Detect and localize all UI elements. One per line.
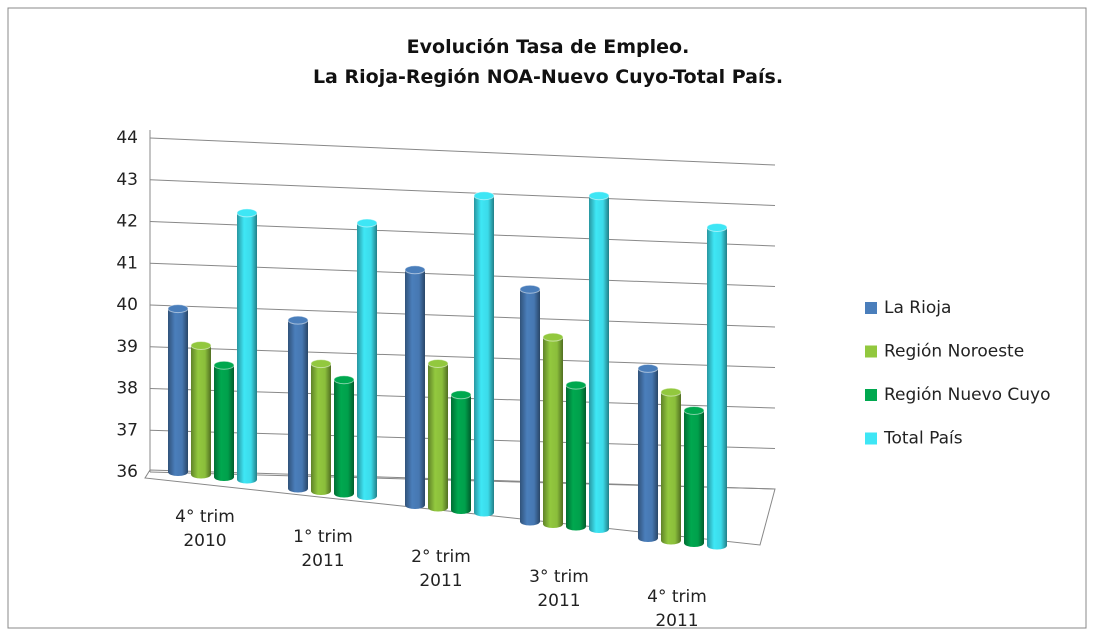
x-tick-label: 4° trim 2011: [647, 587, 707, 631]
y-tick-label: 37: [116, 420, 138, 440]
legend-label: La Rioja: [884, 298, 951, 318]
legend-label: Región Noroeste: [884, 342, 1024, 362]
y-tick-label: 39: [116, 337, 138, 357]
chart-subtitle: La Rioja-Región NOA-Nuevo Cuyo-Total Paí…: [312, 66, 784, 88]
bar-top: [588, 191, 610, 201]
bar-top: [287, 315, 309, 325]
bar-top: [356, 218, 378, 228]
chart-title: Evolución Tasa de Empleo.: [406, 36, 690, 58]
x-tick-label: 4° trim 2010: [175, 507, 235, 551]
bar-shade: [543, 337, 563, 528]
bar-top: [450, 390, 472, 400]
bar-top: [473, 191, 495, 201]
grid-line: [149, 137, 776, 166]
bar-shade: [168, 308, 188, 476]
bar-shade: [191, 345, 211, 479]
bar-shade: [311, 363, 331, 495]
y-tick-label: 36: [116, 462, 138, 482]
bar-shade: [707, 227, 727, 550]
bar-shade: [357, 223, 377, 500]
bar-top: [519, 284, 541, 294]
bar-shade: [520, 289, 540, 526]
bar-top: [637, 363, 659, 373]
y-tick-label: 40: [116, 295, 138, 315]
legend-swatch: [865, 345, 877, 358]
y-tick-label: 42: [116, 212, 138, 232]
bar-shade: [474, 195, 494, 517]
legend-label: Región Nuevo Cuyo: [884, 385, 1051, 405]
bar-top: [427, 359, 449, 368]
bar-shade: [428, 363, 448, 512]
y-tick-label: 38: [116, 379, 138, 399]
legend-label: Total País: [883, 429, 963, 449]
bar-shade: [684, 410, 704, 547]
bar-shade: [589, 195, 609, 533]
legend-swatch: [865, 432, 877, 445]
bar-top: [542, 332, 564, 342]
x-tick-label: 1° trim 2011: [293, 527, 353, 571]
bar-shade: [237, 212, 257, 484]
grid-line: [149, 179, 776, 206]
bar-top: [213, 360, 235, 370]
bar-shade: [638, 368, 658, 542]
y-tick-label: 41: [116, 253, 138, 273]
legend-swatch: [865, 389, 877, 401]
bar-top: [683, 406, 705, 415]
bar-top: [333, 375, 355, 385]
bar-top: [167, 304, 189, 314]
bar-top: [190, 341, 212, 350]
bar-shade: [214, 365, 234, 481]
bar-top: [310, 359, 332, 369]
bar-top: [565, 380, 587, 390]
bar-top: [236, 208, 258, 218]
legend-swatch: [865, 302, 877, 314]
bar-shade: [288, 320, 308, 493]
bar-top: [660, 387, 682, 397]
x-tick-label: 3° trim 2011: [529, 567, 589, 611]
bar-shade: [566, 385, 586, 531]
y-tick-label: 43: [116, 170, 138, 190]
bar-shade: [661, 392, 681, 545]
bar-shade: [451, 394, 471, 514]
bar-top: [404, 265, 426, 275]
bar-shade: [405, 269, 425, 509]
x-tick-label: 2° trim 2011: [411, 547, 471, 591]
bar-shade: [334, 379, 354, 498]
bar-top: [706, 223, 728, 232]
y-tick-label: 44: [116, 128, 138, 148]
